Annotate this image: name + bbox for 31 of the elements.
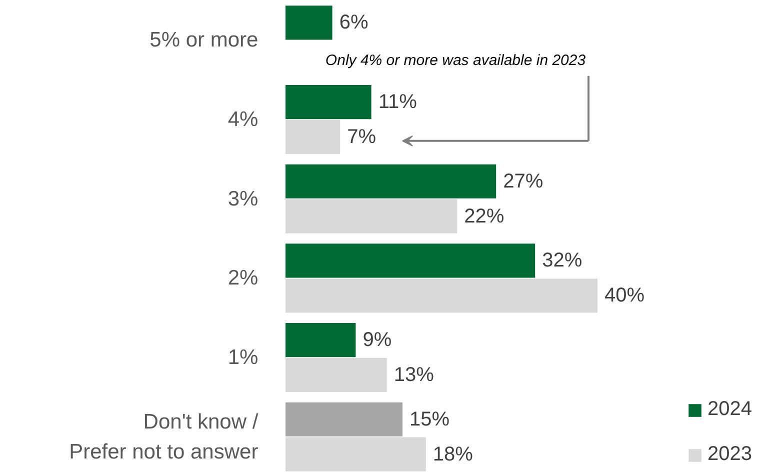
data-label: 9% (362, 329, 392, 352)
bar (286, 6, 332, 40)
data-label: 6% (339, 12, 368, 34)
legend-label: 2024 (708, 398, 752, 421)
bar (286, 164, 496, 198)
data-label: 27% (503, 170, 544, 192)
bar (286, 437, 426, 472)
bar (286, 278, 598, 313)
bar (286, 199, 458, 234)
annotation: Only 4% or more was available in 2023 (325, 52, 586, 69)
data-label: 40% (604, 284, 645, 307)
bar (286, 120, 340, 154)
y-tick-label: 5% or more (150, 28, 258, 52)
data-label: 22% (464, 205, 504, 228)
y-tick-label: 1% (228, 346, 258, 369)
data-label: 11% (378, 91, 418, 114)
y-tick-label: 4% (228, 108, 258, 131)
bar (286, 244, 536, 278)
y-tick-label: 3% (228, 187, 258, 210)
data-label: 15% (410, 408, 450, 430)
bar (286, 402, 402, 436)
bar (286, 322, 356, 358)
data-label: 32% (542, 250, 582, 272)
legend-label: 2023 (708, 443, 752, 466)
data-label: 18% (432, 443, 474, 466)
bar (286, 84, 372, 120)
y-tick-label: Don't know / Prefer not to answer (69, 410, 258, 464)
data-label: 13% (394, 364, 434, 386)
y-tick-label: 2% (228, 266, 258, 290)
bar (286, 358, 387, 392)
data-label: 7% (347, 126, 376, 148)
